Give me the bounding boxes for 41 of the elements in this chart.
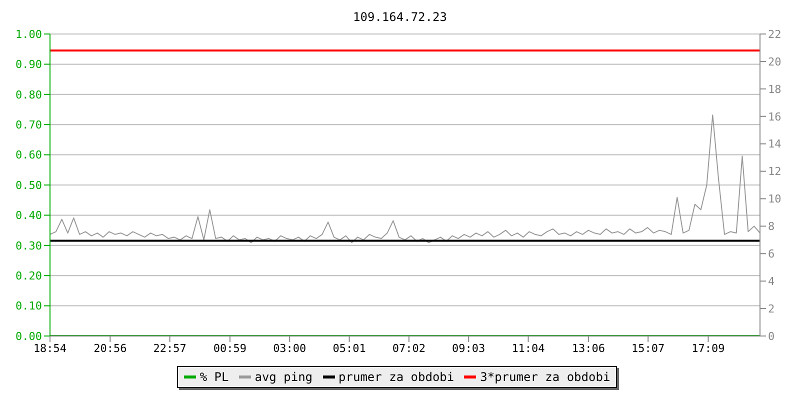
- x-tick-label: 00:59: [213, 342, 247, 355]
- x-tick-label: 05:01: [332, 342, 366, 355]
- y2-tick-label: 16: [768, 110, 782, 124]
- y-tick-label: 0.20: [16, 270, 42, 283]
- x-tick-label: 11:04: [512, 342, 546, 355]
- x-tick-label: 15:07: [632, 342, 665, 355]
- y-tick-label: 0.70: [16, 118, 42, 132]
- y2-tick-label: 0: [768, 330, 775, 343]
- x-tick-label: 09:03: [452, 342, 486, 355]
- y-tick-label: 0.10: [16, 300, 42, 313]
- y2-tick-label: 2: [768, 302, 775, 316]
- y-tick-label: 0.00: [16, 330, 42, 343]
- y-tick-label: 1.00: [16, 28, 42, 41]
- x-tick-label: 20:56: [94, 342, 127, 355]
- y2-tick-label: 4: [768, 274, 775, 288]
- x-tick-label: 22:57: [153, 342, 186, 355]
- legend-label: avg ping: [254, 370, 313, 384]
- legend-label: 3*prumer za obdobi: [480, 370, 610, 384]
- chart-title: 109.164.72.23: [352, 9, 448, 26]
- y-tick-label: 0.60: [16, 148, 42, 162]
- y2-tick-label: 10: [768, 192, 782, 206]
- legend-label: % PL: [200, 370, 229, 384]
- legend-label: prumer za obdobi: [338, 370, 454, 384]
- y2-tick-label: 12: [768, 165, 782, 178]
- x-tick-label: 03:00: [273, 342, 306, 355]
- y2-tick-label: 14: [768, 138, 782, 151]
- y-tick-label: 0.50: [16, 178, 42, 192]
- y2-tick-label: 20: [768, 55, 782, 68]
- x-tick-label: 17:09: [692, 342, 725, 355]
- x-tick-label: 07:02: [392, 342, 426, 355]
- y2-tick-label: 18: [768, 82, 782, 96]
- y2-tick-label: 6: [768, 248, 775, 261]
- y-tick-label: 0.90: [16, 58, 42, 72]
- y-tick-label: 0.80: [16, 88, 42, 102]
- y2-tick-label: 22: [768, 28, 782, 41]
- y2-tick-label: 8: [768, 220, 775, 234]
- y-tick-label: 0.40: [16, 209, 42, 222]
- line-series: [50, 114, 760, 244]
- x-tick-label: 18:54: [33, 342, 67, 355]
- y-tick-label: 0.30: [16, 239, 42, 252]
- x-tick-label: 13:06: [572, 342, 605, 355]
